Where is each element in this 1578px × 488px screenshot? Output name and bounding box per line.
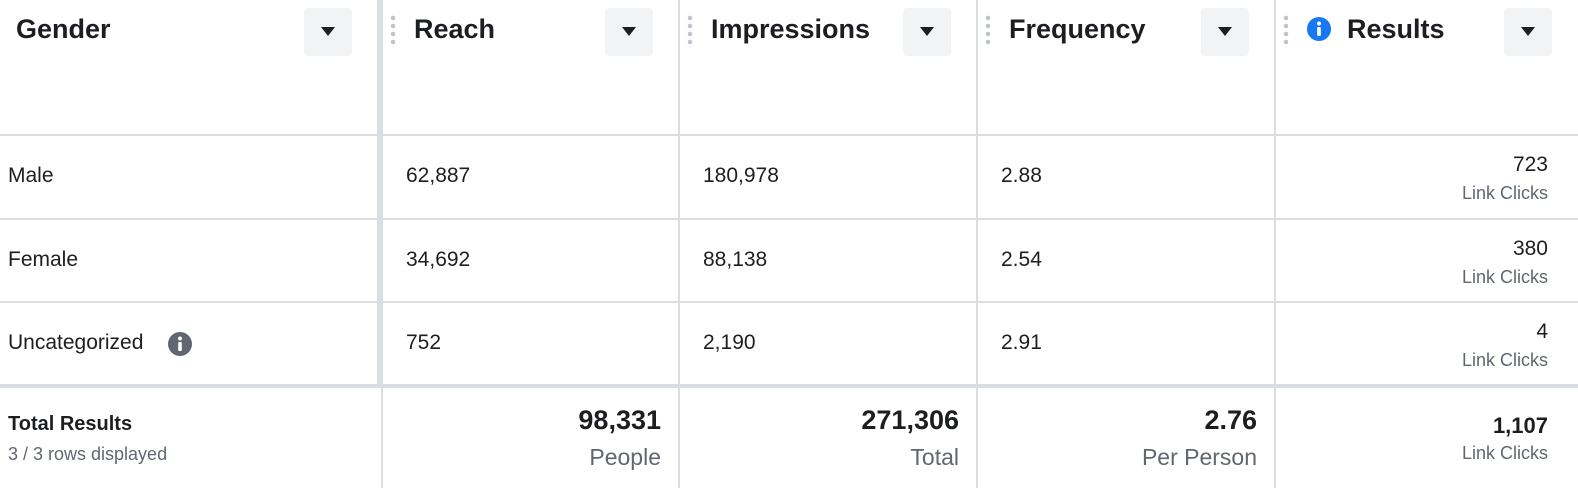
- info-icon[interactable]: [1307, 17, 1331, 41]
- row-label: Uncategorized: [8, 331, 144, 354]
- metric-cell: 752: [406, 331, 442, 354]
- result-value: 723: [1512, 153, 1548, 176]
- column-header: Reach: [414, 14, 496, 44]
- total-unit: Per Person: [1141, 444, 1257, 470]
- metric-cell: 88,138: [703, 248, 768, 271]
- column-header: Results: [1347, 14, 1445, 44]
- result-value: 380: [1512, 237, 1548, 260]
- row-divider: [0, 301, 1578, 303]
- metric-cell: 2.88: [1001, 164, 1042, 187]
- result-unit: Link Clicks: [1461, 350, 1548, 370]
- metric-cell: 2.91: [1001, 331, 1042, 354]
- result-unit: Link Clicks: [1461, 267, 1548, 287]
- info-icon[interactable]: [168, 332, 192, 356]
- total-value: 2.76: [1204, 405, 1257, 435]
- frozen-divider: [377, 0, 383, 385]
- total-unit: Link Clicks: [1461, 443, 1548, 463]
- drag-handle[interactable]: [390, 14, 396, 48]
- column-header: Impressions: [711, 14, 871, 44]
- col-divider: [1274, 0, 1276, 488]
- result-value: 4: [1536, 320, 1548, 343]
- column-header: Frequency: [1009, 14, 1146, 44]
- col-divider: [976, 0, 978, 488]
- column-header: Gender: [16, 14, 111, 44]
- metric-cell: 2,190: [703, 331, 756, 354]
- metric-cell: 62,887: [406, 164, 471, 187]
- metric-cell: 2.54: [1001, 248, 1042, 271]
- metric-cell: 180,978: [703, 164, 779, 187]
- col-divider: [678, 0, 680, 488]
- result-unit: Link Clicks: [1461, 183, 1548, 203]
- row-divider: [0, 218, 1578, 220]
- row-divider: [0, 134, 1578, 136]
- metric-cell: 34,692: [406, 248, 471, 271]
- drag-handle[interactable]: [687, 14, 693, 48]
- drag-handle[interactable]: [1283, 14, 1289, 48]
- column-menu-button[interactable]: [1201, 8, 1249, 56]
- total-unit: Total: [910, 444, 959, 470]
- totals-label: Total Results: [8, 413, 133, 435]
- totals-note: 3 / 3 rows displayed: [8, 444, 168, 464]
- column-menu-button[interactable]: [903, 8, 951, 56]
- total-unit: People: [589, 444, 661, 470]
- drag-handle[interactable]: [985, 14, 991, 48]
- totals-divider: [0, 384, 1578, 388]
- column-menu-button[interactable]: [304, 8, 352, 56]
- row-label: Male: [8, 164, 54, 187]
- total-value: 271,306: [861, 405, 959, 435]
- column-menu-button[interactable]: [1504, 8, 1552, 56]
- total-value: 1,107: [1492, 413, 1548, 438]
- total-value: 98,331: [578, 405, 661, 435]
- col-divider: [381, 385, 383, 488]
- column-menu-button[interactable]: [605, 8, 653, 56]
- row-label: Female: [8, 248, 79, 271]
